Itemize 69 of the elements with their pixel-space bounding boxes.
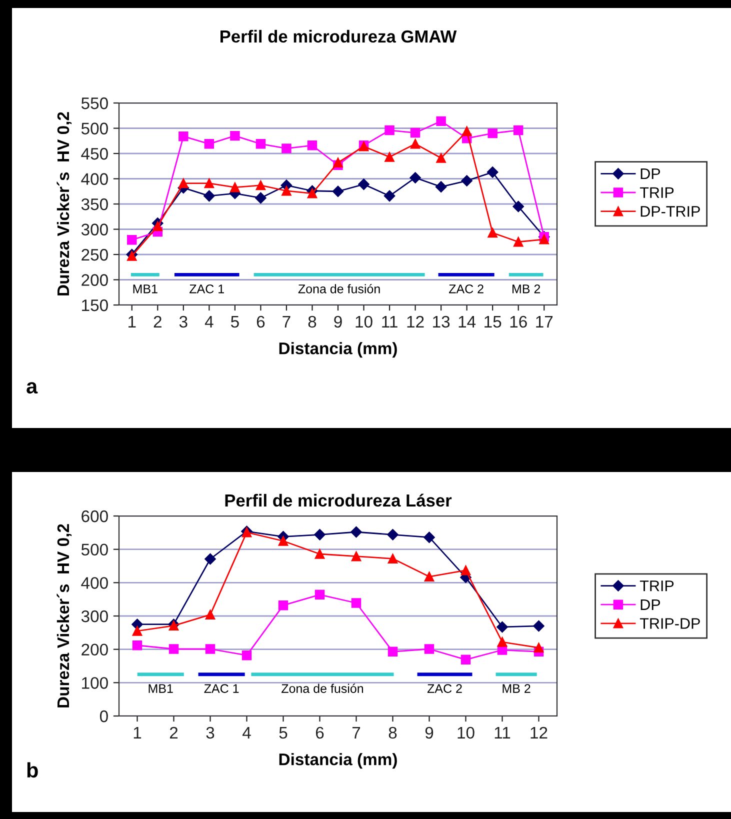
x-tick-label: 1 [128, 316, 136, 328]
series-label: ZAC 1 [204, 684, 239, 693]
x-tick-label: 7 [282, 316, 290, 328]
y-tick-label: 200 [82, 274, 108, 286]
y-tick-label: 500 [81, 122, 108, 134]
y-tick-label: 300 [81, 224, 108, 236]
y-axis-title: Dureza Vicker´s HV 0,2 [56, 112, 72, 296]
x-tick-label: 7 [352, 727, 360, 738]
x-tick-label: 3 [206, 726, 214, 739]
y-tick-label: 400 [81, 577, 108, 589]
x-tick-label: 17 [536, 316, 553, 328]
y-tick-label: 200 [82, 644, 108, 656]
x-tick-label: 9 [425, 726, 434, 739]
series-label: Zona de fusión [298, 284, 380, 294]
x-tick-label: 12 [530, 726, 548, 738]
legend-label: TRIP [640, 580, 674, 592]
x-tick-label: 5 [279, 727, 288, 739]
x-tick-label: 14 [458, 316, 476, 328]
x-tick-label: 8 [388, 726, 397, 739]
x-axis-title: Distancia (mm) [279, 342, 397, 358]
text: b [27, 762, 38, 778]
series-label: MB 2 [512, 284, 540, 294]
y-tick-label: 350 [81, 198, 108, 210]
y-tick-label: 400 [81, 173, 108, 185]
x-tick-label: 10 [356, 316, 372, 328]
x-tick-label: 6 [256, 316, 265, 328]
series-label: Zona de fusión [282, 684, 364, 693]
x-tick-label: 13 [433, 316, 450, 328]
series-label: ZAC 1 [190, 284, 224, 294]
x-tick-label: 11 [382, 316, 398, 328]
y-tick-label: 250 [82, 248, 108, 261]
y-tick-label: 600 [82, 510, 108, 522]
legend-label: DP [640, 599, 660, 610]
legend-label: TRIP-DP [640, 618, 700, 629]
y-tick-label: 500 [81, 544, 108, 556]
series-label: MB1 [133, 284, 158, 294]
x-tick-label: 12 [407, 316, 424, 328]
x-tick-label: 1 [134, 727, 142, 738]
x-tick-label: 15 [484, 316, 502, 328]
legend-label: DP-TRIP [640, 206, 700, 217]
x-tick-label: 2 [170, 726, 178, 738]
y-tick-label: 150 [82, 299, 108, 312]
y-tick-label: 0 [100, 710, 108, 722]
x-tick-label: 6 [316, 726, 324, 739]
x-tick-label: 3 [179, 316, 188, 328]
series-label: ZAC 2 [448, 284, 484, 294]
y-tick-label: 300 [81, 610, 108, 622]
series-label: ZAC 2 [427, 684, 462, 693]
x-tick-label: 9 [334, 316, 342, 328]
chart-title: Perfil de microdureza Láser [225, 494, 452, 507]
x-tick-label: 10 [458, 726, 474, 739]
text: a [26, 382, 38, 394]
x-tick-label: 11 [494, 727, 510, 738]
x-tick-label: 5 [230, 316, 239, 328]
chart-title: Perfil de microdureza GMAW [220, 30, 457, 43]
y-tick-label: 550 [81, 97, 108, 110]
x-tick-label: 8 [308, 316, 316, 328]
y-tick-label: 450 [81, 148, 108, 160]
legend-label: TRIP [640, 187, 674, 198]
x-axis-title: Distancia (mm) [279, 753, 397, 769]
legend-label: DP [640, 168, 660, 180]
series-label: MB 2 [502, 684, 530, 693]
y-tick-label: 100 [82, 677, 108, 689]
x-tick-label: 4 [242, 727, 251, 738]
x-tick-label: 2 [154, 316, 162, 328]
x-tick-label: 16 [510, 316, 527, 328]
y-axis-title: Dureza Vicker´s HV 0,2 [56, 524, 72, 708]
x-tick-label: 4 [204, 316, 214, 328]
series-label: MB1 [148, 684, 173, 693]
